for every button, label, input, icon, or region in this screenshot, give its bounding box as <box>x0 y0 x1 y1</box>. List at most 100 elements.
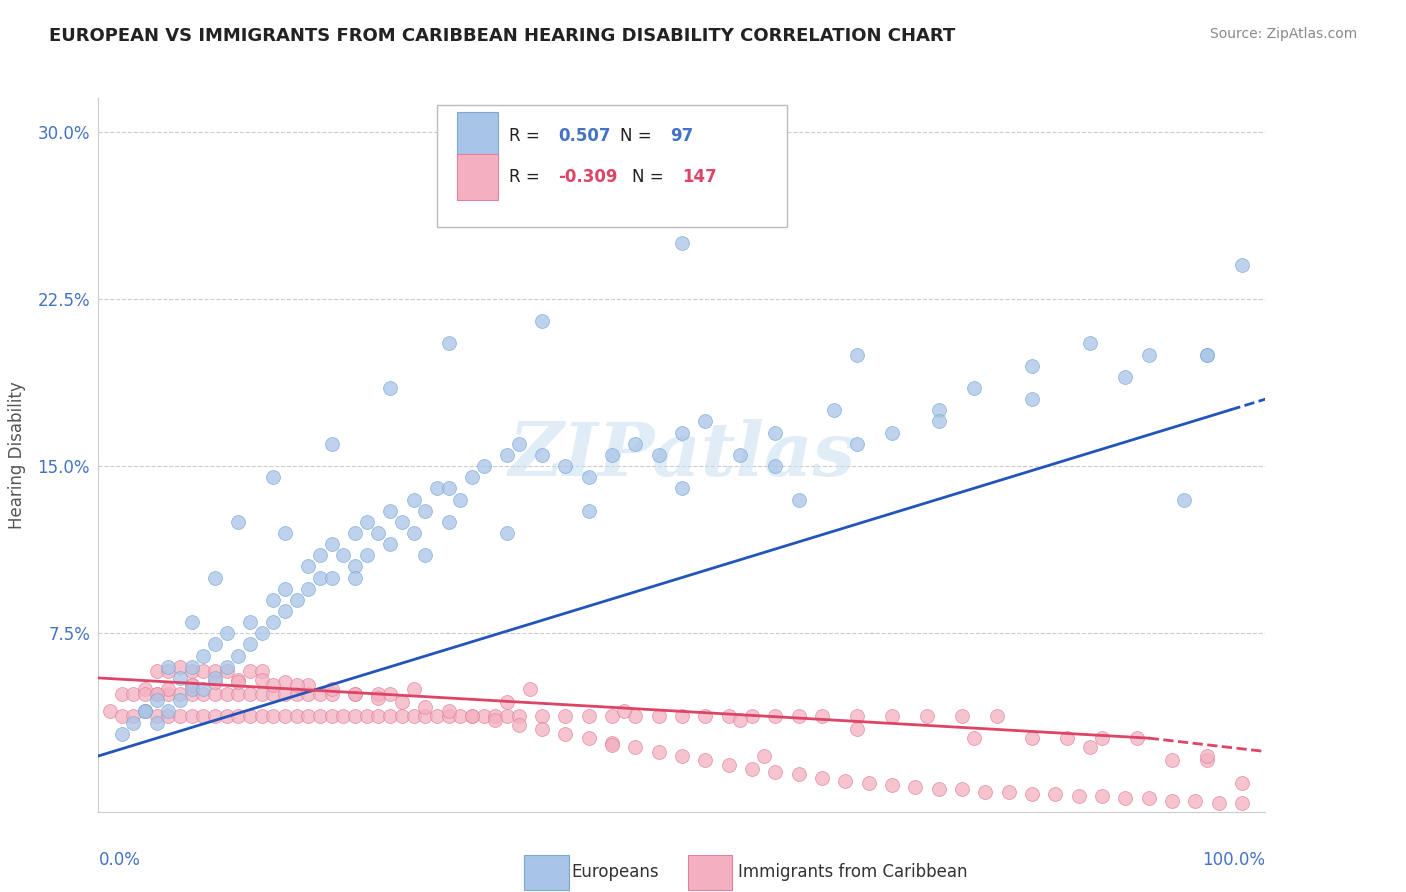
Point <box>1045 787 1067 801</box>
Point <box>1021 731 1043 746</box>
Point <box>1137 348 1160 362</box>
Point <box>530 448 553 462</box>
Point <box>204 664 226 679</box>
Point <box>134 705 156 719</box>
Point <box>380 381 402 395</box>
Point <box>111 726 134 740</box>
Text: N =: N = <box>620 127 657 145</box>
Point <box>578 503 600 517</box>
Point <box>262 708 284 723</box>
Text: Source: ZipAtlas.com: Source: ZipAtlas.com <box>1209 27 1357 41</box>
Point <box>730 448 752 462</box>
Text: 147: 147 <box>682 168 717 186</box>
Point <box>787 492 810 507</box>
Point <box>169 660 191 674</box>
Point <box>169 687 191 701</box>
Point <box>904 780 927 795</box>
Point <box>146 664 169 679</box>
FancyBboxPatch shape <box>688 855 733 890</box>
Text: Immigrants from Caribbean: Immigrants from Caribbean <box>738 863 967 881</box>
Point <box>367 526 389 541</box>
Point <box>262 615 284 630</box>
Point <box>928 782 950 797</box>
Point <box>763 425 786 440</box>
Point <box>193 708 215 723</box>
Point <box>122 715 145 730</box>
Y-axis label: Hearing Disability: Hearing Disability <box>8 381 27 529</box>
Point <box>285 687 308 701</box>
Point <box>262 592 284 607</box>
Point <box>1195 348 1218 362</box>
Point <box>1091 789 1114 804</box>
Point <box>426 482 449 496</box>
Point <box>228 675 250 690</box>
Point <box>461 708 484 723</box>
Point <box>426 708 449 723</box>
Text: R =: R = <box>509 168 546 186</box>
Text: R =: R = <box>509 127 546 145</box>
Point <box>250 673 273 688</box>
Point <box>858 776 880 790</box>
Point <box>508 436 530 450</box>
Point <box>554 708 576 723</box>
Point <box>741 762 763 776</box>
Point <box>461 470 484 484</box>
Point <box>880 708 903 723</box>
Point <box>157 660 180 674</box>
Point <box>1230 796 1253 810</box>
Point <box>763 459 786 474</box>
Point <box>380 503 402 517</box>
Point <box>274 708 297 723</box>
Point <box>530 708 553 723</box>
Point <box>262 678 284 692</box>
Point <box>180 678 202 692</box>
Point <box>846 723 869 737</box>
Point <box>730 714 752 728</box>
Point <box>997 785 1019 799</box>
FancyBboxPatch shape <box>457 153 498 200</box>
Point <box>1161 794 1184 808</box>
Point <box>787 708 810 723</box>
Point <box>228 687 250 701</box>
Point <box>180 687 202 701</box>
Point <box>578 708 600 723</box>
Point <box>122 708 145 723</box>
Point <box>204 687 226 701</box>
Text: 97: 97 <box>671 127 693 145</box>
Point <box>356 708 378 723</box>
Point <box>600 738 623 752</box>
Point <box>962 381 984 395</box>
FancyBboxPatch shape <box>437 105 787 227</box>
Point <box>402 492 425 507</box>
Point <box>1021 787 1043 801</box>
Point <box>508 708 530 723</box>
Text: ZIPatlas: ZIPatlas <box>509 418 855 491</box>
Point <box>228 708 250 723</box>
Point <box>624 436 647 450</box>
FancyBboxPatch shape <box>524 855 568 890</box>
Point <box>1230 776 1253 790</box>
Point <box>180 664 202 679</box>
Point <box>134 687 156 701</box>
Point <box>180 660 202 674</box>
Point <box>624 740 647 755</box>
Point <box>180 615 202 630</box>
Point <box>204 675 226 690</box>
Point <box>600 708 623 723</box>
Point <box>823 403 845 417</box>
Point <box>215 626 238 640</box>
Point <box>146 693 169 707</box>
Point <box>146 708 169 723</box>
Point <box>671 708 693 723</box>
Point <box>274 582 297 596</box>
Text: 0.0%: 0.0% <box>98 851 141 869</box>
Point <box>1114 791 1136 805</box>
Point <box>228 515 250 529</box>
Point <box>530 314 553 328</box>
Point <box>519 681 541 696</box>
Point <box>695 708 717 723</box>
Point <box>554 459 576 474</box>
Point <box>624 708 647 723</box>
Point <box>367 708 389 723</box>
Point <box>1137 791 1160 805</box>
